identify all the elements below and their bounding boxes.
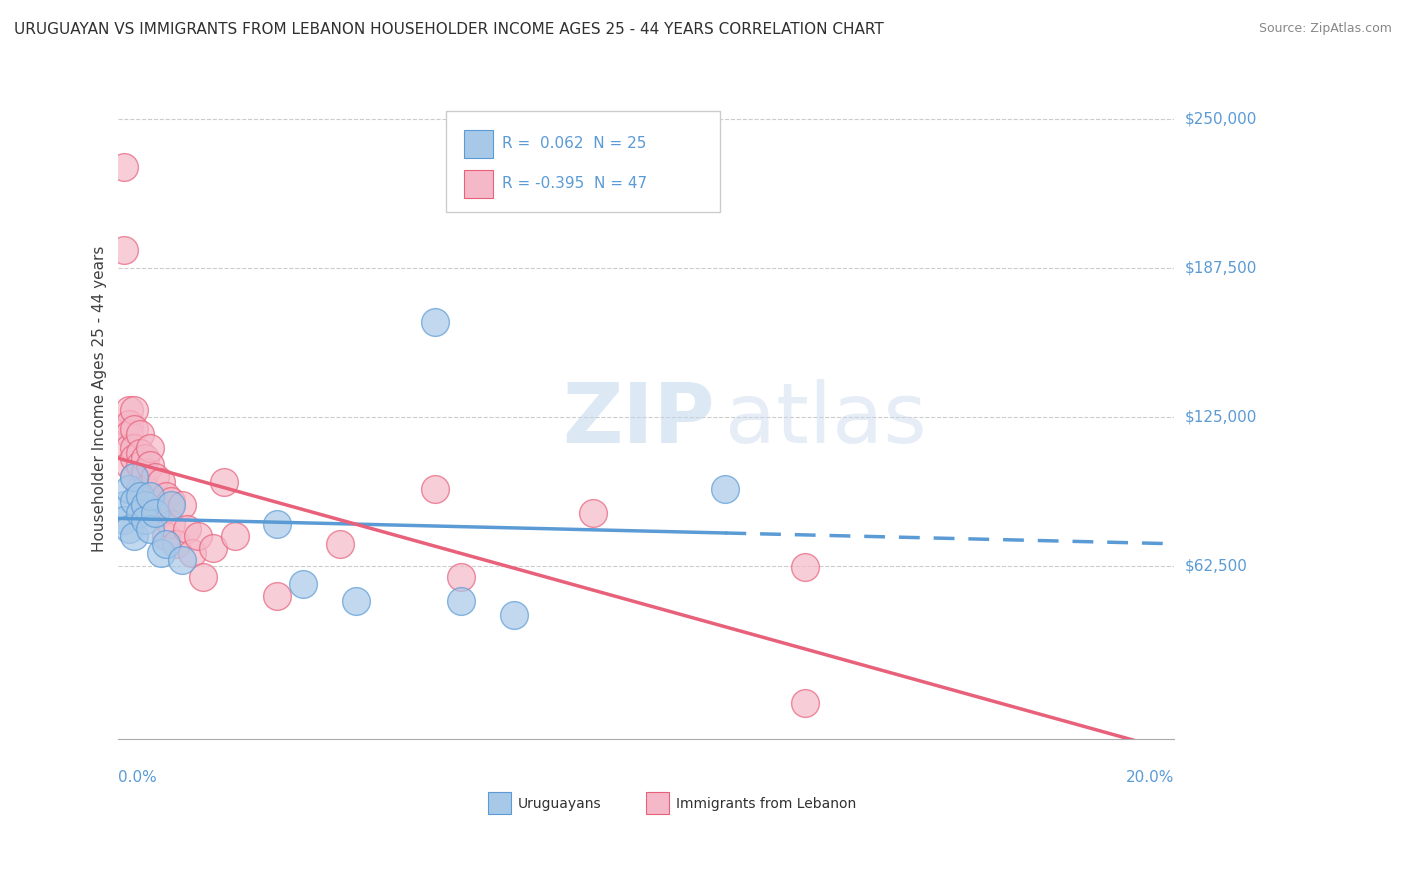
Point [423,482,446,496]
Point [112,160,135,174]
Point [124,441,146,455]
Point [166,536,188,550]
Point [118,403,141,417]
Point [145,499,167,513]
Point [124,529,146,543]
Point [118,426,141,441]
Point [134,499,156,513]
Point [118,522,141,536]
Point [118,458,141,472]
Point [124,450,146,465]
Text: atlas: atlas [725,379,927,460]
Text: $250,000: $250,000 [1185,112,1257,127]
Point [128,458,150,472]
Point [212,475,235,489]
Point [124,470,146,484]
Point [149,506,172,520]
Bar [464,129,494,158]
Point [139,441,162,455]
Point [134,482,156,496]
Point [134,513,156,527]
Point [149,475,172,489]
Point [118,441,141,455]
Point [128,482,150,496]
Point [124,403,146,417]
Point [139,489,162,503]
Point [124,470,146,484]
Point [145,470,167,484]
Point [266,589,288,603]
Text: 20.0%: 20.0% [1126,770,1174,785]
Point [149,546,172,560]
Point [134,465,156,479]
Point [170,553,193,567]
Point [266,517,288,532]
Point [450,570,472,584]
Point [112,499,135,513]
Point [292,577,315,591]
Point [139,458,162,472]
Point [124,422,146,436]
Point [582,506,605,520]
Point [224,529,246,543]
Point [139,522,162,536]
Text: Source: ZipAtlas.com: Source: ZipAtlas.com [1258,22,1392,36]
Text: $125,000: $125,000 [1185,409,1257,425]
Point [423,315,446,329]
Bar [488,792,512,814]
Point [160,493,183,508]
Point [155,536,177,550]
Point [191,570,214,584]
Point [112,513,135,527]
Point [793,696,815,710]
Point [128,506,150,520]
Point [128,489,150,503]
Text: Immigrants from Lebanon: Immigrants from Lebanon [676,797,856,811]
Point [160,517,183,532]
Bar [464,169,494,198]
Y-axis label: Householder Income Ages 25 - 44 years: Householder Income Ages 25 - 44 years [93,246,107,552]
Point [170,499,193,513]
Text: Uruguayans: Uruguayans [517,797,600,811]
Point [134,450,156,465]
FancyBboxPatch shape [446,111,720,212]
Point [176,522,198,536]
Point [187,529,209,543]
Point [124,493,146,508]
Point [118,417,141,432]
Point [155,529,177,543]
Point [329,536,352,550]
Point [155,489,177,503]
Point [128,446,150,460]
Text: R = -0.395  N = 47: R = -0.395 N = 47 [502,177,647,192]
Point [503,608,526,623]
Point [793,560,815,574]
Point [112,422,135,436]
Point [202,541,225,556]
Point [344,593,367,607]
Point [450,593,472,607]
Text: R =  0.062  N = 25: R = 0.062 N = 25 [502,136,645,152]
Text: ZIP: ZIP [562,379,714,460]
Text: URUGUAYAN VS IMMIGRANTS FROM LEBANON HOUSEHOLDER INCOME AGES 25 - 44 YEARS CORRE: URUGUAYAN VS IMMIGRANTS FROM LEBANON HOU… [14,22,884,37]
Point [118,482,141,496]
Bar [647,792,669,814]
Point [128,426,150,441]
Point [181,546,204,560]
Point [145,506,167,520]
Text: $187,500: $187,500 [1185,260,1257,276]
Point [134,499,156,513]
Point [714,482,737,496]
Text: 0.0%: 0.0% [118,770,157,785]
Point [160,499,183,513]
Point [112,244,135,258]
Text: $62,500: $62,500 [1185,558,1249,574]
